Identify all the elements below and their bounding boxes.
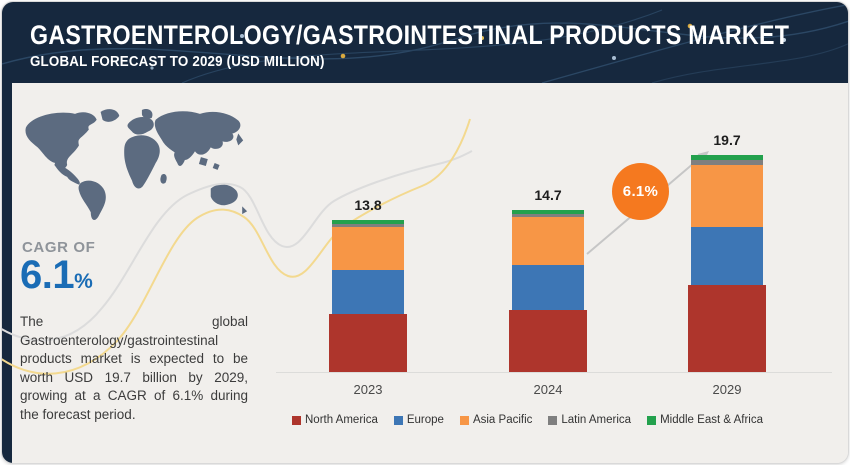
bar-segment-2023-latin-america xyxy=(332,224,404,227)
bar-total-label-2023: 13.8 xyxy=(354,197,382,213)
bar-segment-2024-asia-pacific xyxy=(512,217,584,265)
legend-swatch-asia-pacific xyxy=(459,415,469,425)
legend-swatch-latin-america xyxy=(548,415,558,425)
bar-total-label-2024: 14.7 xyxy=(534,187,562,203)
world-map-icon xyxy=(25,108,248,221)
bar-segment-2023-middle-east-africa xyxy=(332,220,404,224)
legend-label: Middle East & Africa xyxy=(660,414,763,426)
bar-segment-2024-europe xyxy=(512,265,584,310)
legend-swatch-middle-east-africa xyxy=(647,415,657,425)
sidebar: CAGR OF 6.1% The global Gastroenterology… xyxy=(12,83,262,463)
x-axis-label-2024: 2024 xyxy=(533,382,563,397)
legend-label: North America xyxy=(305,414,378,426)
chart-legend: North America Europe Asia Pacific Latin Ame… xyxy=(292,414,763,426)
x-axis-label-2029: 2029 xyxy=(712,382,742,397)
legend-item-middle-east-africa: Middle East & Africa xyxy=(647,414,763,426)
bar-segment-2024-middle-east-africa xyxy=(512,210,584,214)
cagr-annotation-badge: 6.1% xyxy=(612,163,669,220)
bar-segment-2023-europe xyxy=(332,270,404,314)
page-title: GASTROENTEROLOGY/GASTROINTESTINAL PRODUC… xyxy=(30,20,790,50)
legend-swatch-europe xyxy=(393,415,403,425)
cagr-value: 6.1% xyxy=(20,253,93,298)
left-accent-strip xyxy=(2,83,12,463)
network-background-decoration xyxy=(2,4,848,83)
legend-item-asia-pacific: Asia Pacific xyxy=(459,414,533,426)
market-summary-text: The global Gastroenterology/gastrointest… xyxy=(20,314,248,422)
legend-item-europe: Europe xyxy=(393,414,444,426)
header-banner: GASTROENTEROLOGY/GASTROINTESTINAL PRODUC… xyxy=(2,2,848,83)
cagr-percent-sign: % xyxy=(74,270,93,293)
content-area: CAGR OF 6.1% The global Gastroenterology… xyxy=(2,83,848,463)
bar-total-label-2029: 19.7 xyxy=(713,132,741,148)
stacked-bar-chart: 6.1% North America Europe Asia Pacific Lati… xyxy=(262,83,848,463)
cagr-number: 6.1 xyxy=(20,253,75,297)
bar-segment-2029-north-america xyxy=(688,285,766,372)
legend-label: Europe xyxy=(406,414,444,426)
bar-segment-2023-north-america xyxy=(329,314,407,372)
legend-label: Asia Pacific xyxy=(472,414,533,426)
legend-item-north-america: North America xyxy=(292,414,378,426)
bar-segment-2024-north-america xyxy=(509,310,587,372)
bar-segment-2029-middle-east-africa xyxy=(691,155,763,160)
legend-item-latin-america: Latin America xyxy=(548,414,631,426)
x-axis-label-2023: 2023 xyxy=(353,382,383,397)
page-subtitle: GLOBAL FORECAST TO 2029 (USD MILLION) xyxy=(30,54,325,70)
bar-segment-2023-asia-pacific xyxy=(332,227,404,270)
bar-segment-2029-europe xyxy=(691,227,763,285)
bar-segment-2029-asia-pacific xyxy=(691,165,763,227)
legend-label: Latin America xyxy=(561,414,632,426)
bar-segment-2024-latin-america xyxy=(512,214,584,217)
x-axis-line xyxy=(276,372,832,373)
bar-segment-2029-latin-america xyxy=(691,160,763,165)
legend-swatch-north-america xyxy=(292,415,301,425)
